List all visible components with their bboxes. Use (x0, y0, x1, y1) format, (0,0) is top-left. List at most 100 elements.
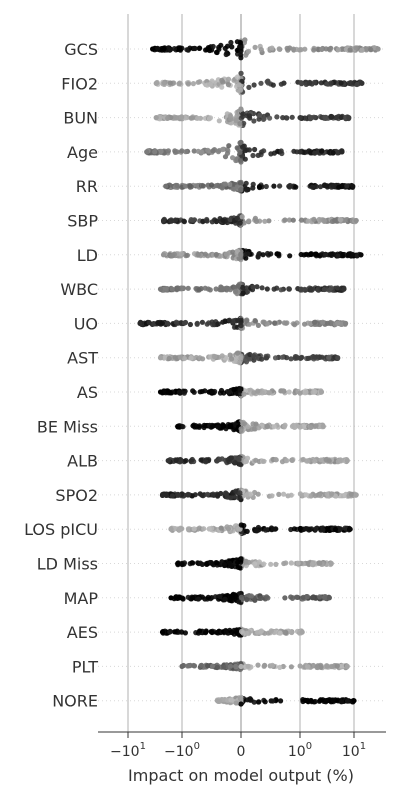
data-point (192, 492, 198, 498)
data-point (311, 47, 317, 53)
data-point (268, 561, 274, 567)
data-point (206, 116, 212, 122)
data-point (168, 595, 174, 601)
data-point (302, 46, 308, 52)
data-point (234, 215, 240, 221)
data-point (222, 596, 228, 602)
data-point (320, 527, 326, 533)
data-point (182, 630, 188, 636)
data-point (219, 77, 225, 83)
data-point (187, 183, 193, 189)
data-point (161, 46, 167, 52)
data-point (191, 526, 197, 532)
data-point (228, 39, 234, 46)
data-point (268, 628, 274, 634)
data-point (214, 458, 220, 464)
data-point (305, 664, 311, 670)
data-point (160, 252, 167, 258)
data-point (179, 663, 185, 670)
data-point (221, 664, 227, 670)
data-point (256, 425, 262, 431)
data-point (205, 663, 211, 669)
data-point (324, 663, 330, 669)
data-point (258, 595, 264, 602)
data-point (215, 321, 221, 327)
data-point (244, 318, 250, 324)
data-point (334, 663, 340, 669)
feature-label: WBC (60, 280, 98, 299)
data-point (264, 423, 270, 429)
data-point (329, 664, 335, 670)
data-point (233, 593, 239, 599)
data-point (217, 593, 223, 600)
data-point (338, 114, 344, 120)
data-point (348, 491, 354, 497)
data-point (283, 320, 289, 326)
data-point (204, 321, 210, 327)
data-point (234, 350, 240, 356)
data-point (308, 493, 314, 499)
data-point (236, 360, 243, 366)
data-point (166, 355, 172, 362)
data-point (177, 354, 183, 360)
data-point (227, 113, 234, 119)
data-point (319, 354, 325, 360)
data-point (227, 495, 234, 501)
data-point (178, 457, 184, 463)
data-point (214, 491, 220, 497)
data-point (317, 594, 323, 600)
data-point (309, 595, 315, 601)
data-point (197, 389, 203, 395)
data-point (222, 318, 228, 324)
data-point (282, 422, 288, 428)
data-point (335, 253, 341, 259)
data-point (324, 491, 331, 497)
data-point (297, 390, 303, 396)
data-point (237, 461, 243, 467)
data-point (297, 115, 303, 121)
data-point (328, 80, 334, 86)
data-point (205, 594, 211, 601)
data-point (165, 115, 171, 121)
data-point (168, 526, 174, 532)
data-point (202, 388, 208, 394)
data-point (256, 116, 262, 122)
data-point (219, 84, 225, 90)
data-point (255, 322, 261, 328)
data-point (318, 389, 325, 395)
data-point (247, 356, 253, 362)
data-point (151, 321, 157, 327)
data-point (344, 183, 350, 189)
data-point (258, 80, 264, 86)
data-point (238, 426, 244, 432)
data-point (226, 317, 232, 323)
data-point (311, 319, 318, 325)
data-point (232, 460, 238, 466)
data-point (175, 286, 181, 292)
data-point (206, 526, 212, 532)
data-point (153, 115, 159, 121)
data-point (173, 457, 179, 463)
data-point (324, 81, 330, 87)
data-point (194, 321, 200, 327)
data-point (158, 148, 164, 154)
data-point (238, 48, 244, 54)
data-point (270, 82, 276, 88)
data-point (259, 390, 265, 396)
data-point (329, 491, 335, 497)
data-point (317, 184, 324, 190)
data-point (160, 217, 167, 224)
data-point (244, 492, 250, 498)
data-point (213, 251, 219, 258)
data-point (174, 182, 180, 189)
data-point (256, 559, 262, 565)
data-point (332, 217, 338, 223)
data-point (236, 457, 242, 463)
data-point (268, 251, 274, 257)
data-point (226, 389, 233, 395)
data-point (257, 112, 263, 118)
x-tick-exponent: 0 (194, 741, 200, 752)
data-point (214, 698, 220, 704)
feature-label: MAP (64, 589, 99, 608)
